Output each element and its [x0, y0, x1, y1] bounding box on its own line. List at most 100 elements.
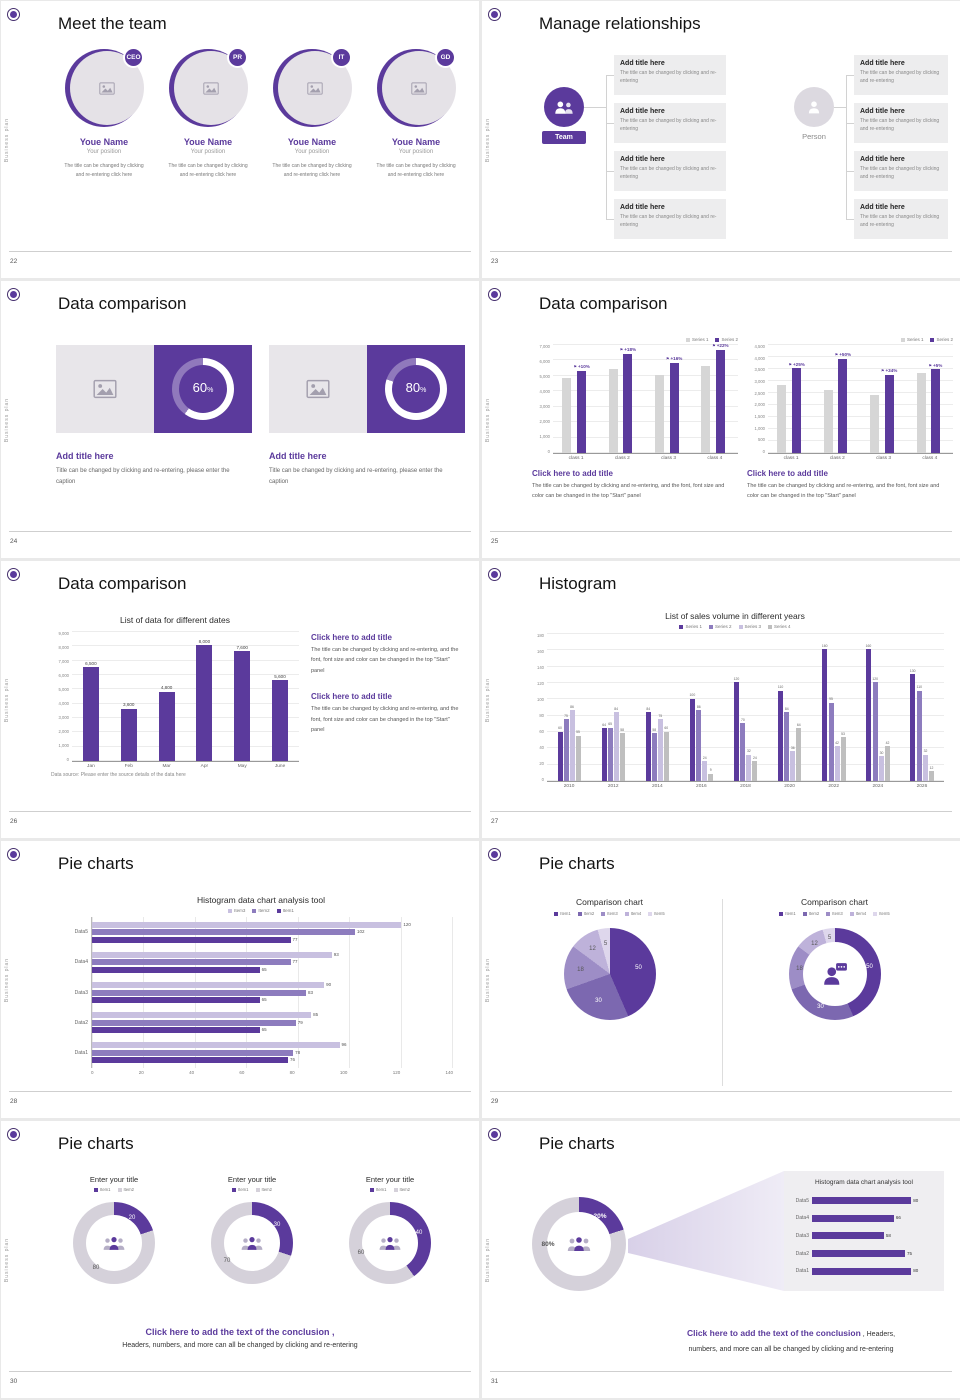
legend-item: Item1	[276, 908, 294, 913]
relationship-box[interactable]: Add title here The title can be changed …	[614, 199, 726, 239]
slide-31-donut-funnel-bars[interactable]: Business plan Pie charts 20% 80% Histogr…	[482, 1121, 960, 1398]
slide-25-data-comparison-charts[interactable]: Business plan Data comparison Series 1 S…	[482, 281, 960, 558]
legend-swatch	[393, 1187, 398, 1192]
bar-column: 8,000	[196, 631, 213, 761]
bar: 102	[92, 929, 365, 936]
bar-column: 5,600	[272, 631, 289, 761]
conclusion-mid: , Headers,	[860, 1331, 896, 1338]
relationship-box[interactable]: Add title here The title can be changed …	[854, 199, 948, 239]
bar	[234, 651, 251, 761]
slide-26-data-comparison-monthly[interactable]: Business plan Data comparison List of da…	[1, 561, 479, 838]
image-placeholder-box[interactable]	[269, 345, 367, 433]
template-logo-icon	[7, 1128, 20, 1141]
caption-body: Title can be changed by clicking and re-…	[56, 468, 230, 486]
legend-label: Item4	[855, 911, 867, 916]
relationship-box[interactable]: Add title here The title can be changed …	[854, 103, 948, 143]
team-node[interactable]	[544, 87, 584, 127]
template-logo-icon	[7, 848, 20, 861]
bar	[928, 771, 934, 781]
gridline	[72, 759, 299, 761]
slide-title: Manage relationships	[539, 14, 701, 33]
slide-23-manage-relationships[interactable]: Business plan Manage relationships Team …	[482, 1, 960, 278]
donut-group: Enter your title Item1 Item2 30 70	[189, 1175, 315, 1284]
bar-column: 6,500	[82, 631, 99, 761]
bar-label: 7,600	[236, 644, 248, 650]
bar-label: 95	[829, 697, 833, 702]
relationship-box[interactable]: Add title here The title can be changed …	[614, 151, 726, 191]
legend-label: Item5	[654, 911, 665, 916]
slide-27-histogram[interactable]: Business plan Histogram List of sales vo…	[482, 561, 960, 838]
relationship-box[interactable]: Add title here The title can be changed …	[614, 55, 726, 95]
chart-legend: Item1 Item2 Item3 Item4 Item5	[732, 911, 937, 916]
y-tick: 5,000	[539, 374, 550, 379]
slide-22-meet-the-team[interactable]: Business plan Meet the team CEO Youe Nam…	[1, 1, 479, 278]
gridline	[547, 681, 944, 683]
chart-legend: Series 1 Series 2 Series 3 Series 4	[526, 624, 944, 629]
bar-label: 70	[740, 718, 745, 723]
x-tick: 2012	[607, 784, 619, 789]
slice-label: 30	[595, 998, 602, 1004]
bar	[746, 754, 752, 781]
member-name: Youe Name	[287, 137, 337, 147]
bar-label: 84	[646, 706, 651, 711]
bar-group: 160 120 30 42	[856, 633, 900, 781]
bar-row: 75	[812, 1245, 936, 1263]
bar-label: 42	[835, 741, 839, 746]
slide-28-horizontal-bars[interactable]: Business plan Pie charts Histogram data …	[1, 841, 479, 1118]
bar	[715, 349, 725, 453]
brand-vertical-text: Business plan	[4, 1237, 10, 1282]
bar-column: 160	[866, 633, 871, 781]
relationship-box[interactable]: Add title here The title can be changed …	[854, 151, 948, 191]
legend-swatch	[252, 908, 257, 913]
person-node[interactable]	[794, 87, 834, 127]
bar-column: 110	[778, 633, 783, 781]
progress-ring: 80%	[385, 358, 447, 420]
bar	[689, 698, 695, 781]
legend-item: Item1	[94, 1187, 111, 1192]
bar-label: 9	[709, 768, 712, 773]
legend-item: Item2	[252, 908, 270, 913]
member-photo-placeholder[interactable]: PR	[169, 47, 248, 127]
member-photo-placeholder[interactable]: CEO	[65, 47, 144, 127]
bar-label: 100	[689, 693, 696, 698]
x-tick: Mar	[162, 764, 171, 769]
bar	[752, 761, 758, 781]
y-tick: 1,000	[754, 425, 765, 431]
bar-column	[869, 344, 879, 453]
bar: 77	[92, 959, 298, 966]
bar-column: 95	[828, 633, 834, 781]
x-tick: 2014	[651, 784, 663, 789]
y-tick: 9,000	[58, 631, 69, 636]
slide-29-pie-charts[interactable]: Business plan Pie charts Comparison char…	[482, 841, 960, 1118]
legend-item: Item5	[648, 911, 665, 916]
x-tick: 80	[289, 1070, 295, 1075]
member-photo-placeholder[interactable]: GD	[377, 47, 456, 127]
chart-legend: Item1 Item2 Item3 Item4 Item5	[507, 911, 712, 916]
bar-group: 120 70 32 24	[723, 633, 767, 781]
relationship-box[interactable]: Add title here The title can be changed …	[854, 55, 948, 95]
gridline	[553, 451, 738, 453]
slide-30-three-donuts[interactable]: Business plan Pie charts Enter your titl…	[1, 1121, 479, 1398]
page-number: 28	[10, 1098, 18, 1105]
x-tick: 2024	[872, 784, 884, 789]
member-photo-placeholder[interactable]: IT	[273, 47, 352, 127]
bar-group: 6,500	[72, 631, 110, 761]
x-axis: class 1 class 2 class 3 class 4	[532, 456, 738, 461]
slice-label: 30	[273, 1222, 281, 1228]
bar-group: ⚑+22%	[692, 343, 738, 453]
bar-group: ⚑+5%	[907, 344, 953, 453]
connector-line	[846, 123, 854, 124]
bar-label: 110	[777, 685, 784, 690]
slide-24-data-comparison[interactable]: Business plan Data comparison 60% Add ti…	[1, 281, 479, 558]
team-members-row: CEO Youe Name Your position The title ca…	[53, 47, 467, 179]
gridlines	[553, 344, 738, 453]
image-placeholder-box[interactable]	[56, 345, 154, 433]
member-name: Youe Name	[79, 137, 129, 147]
bar-label: 60	[558, 726, 562, 731]
x-axis: class 1 class 2 class 3 class 4	[747, 456, 953, 461]
relationship-box[interactable]: Add title here The title can be changed …	[614, 103, 726, 143]
legend-swatch	[930, 337, 935, 342]
slice-label: 12	[811, 941, 818, 947]
gridline	[72, 631, 299, 632]
bar: 120	[92, 921, 411, 928]
